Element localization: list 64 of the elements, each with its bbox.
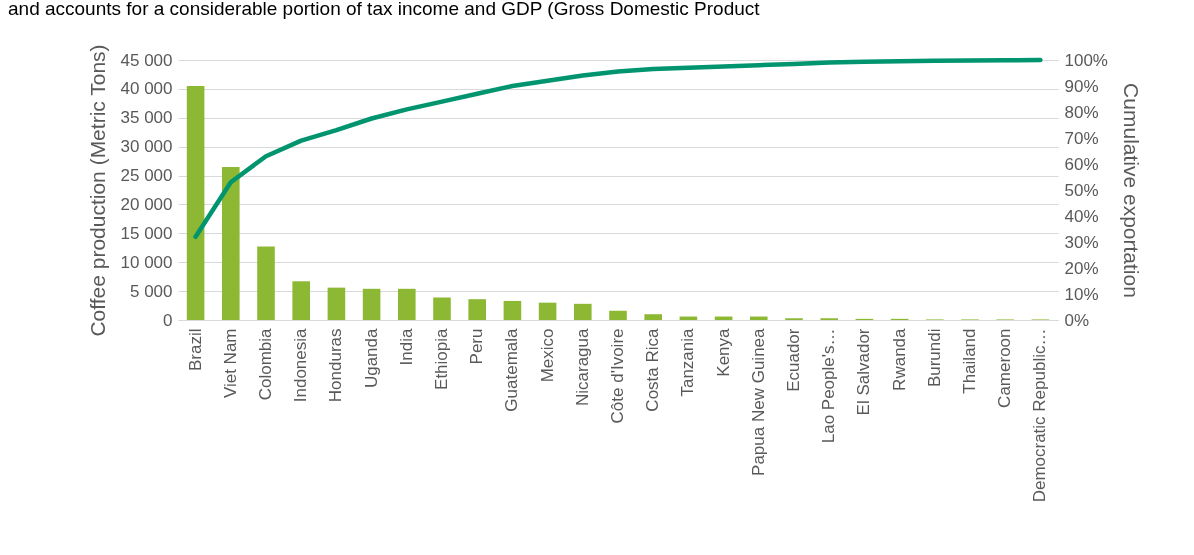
bar bbox=[433, 297, 451, 320]
x-tick-label: Tanzania bbox=[678, 327, 698, 397]
y-tick-label: 30 000 bbox=[120, 137, 173, 157]
y2-tick-label: 80% bbox=[1064, 102, 1099, 122]
x-tick-label: Côte d'Ivoire bbox=[608, 328, 627, 424]
bar bbox=[257, 246, 275, 320]
y-tick-label: 5 000 bbox=[129, 281, 173, 301]
y2-tick-label: 10% bbox=[1064, 284, 1099, 304]
bar bbox=[609, 310, 627, 320]
x-tick-label: Lao People's… bbox=[819, 328, 839, 444]
x-tick-label: Honduras bbox=[326, 328, 346, 403]
x-tick-label: El Salvador bbox=[854, 328, 874, 416]
y-tick-label: 0 bbox=[163, 310, 173, 330]
x-tick-label: Thailand bbox=[960, 328, 979, 394]
x-tick-label: Uganda bbox=[361, 327, 381, 389]
y2-tick-label: 70% bbox=[1064, 128, 1099, 148]
x-tick-label: Ecuador bbox=[784, 328, 803, 392]
y-tick-label: 10 000 bbox=[120, 252, 173, 272]
x-tick-label: Brazil bbox=[185, 328, 205, 372]
text: and accounts for a considerable portion of tax income and GDP (Gross Domestic Product bbox=[8, 0, 761, 19]
y2-tick-label: 50% bbox=[1064, 180, 1099, 200]
x-tick-label: Mexico bbox=[537, 328, 557, 383]
y-tick-label: 40 000 bbox=[120, 79, 173, 99]
y-tick-label: 20 000 bbox=[120, 194, 173, 214]
x-tick-label: Costa Rica bbox=[643, 327, 663, 412]
y2-axis-title: Cumulative exportation bbox=[1119, 83, 1143, 298]
bar bbox=[468, 299, 486, 320]
x-tick-label: Indonesia bbox=[291, 327, 311, 403]
y2-tick-label: 0% bbox=[1064, 310, 1090, 330]
bar bbox=[538, 302, 557, 320]
line-series bbox=[193, 57, 1043, 240]
x-tick-label: Peru bbox=[467, 328, 487, 365]
x-tick-label: Viet Nam bbox=[220, 328, 240, 399]
x-tick-label: Colombia bbox=[256, 327, 275, 401]
x-tick-label: Kenya bbox=[713, 327, 733, 377]
x-tick-label: Papua New Guinea bbox=[748, 327, 768, 476]
y-tick-label: 45 000 bbox=[120, 50, 173, 70]
x-tick-label: Cameroon bbox=[995, 328, 1015, 408]
x-tick-label: India bbox=[396, 327, 416, 366]
y-tick-label: 25 000 bbox=[120, 166, 173, 186]
y2-tick-label: 60% bbox=[1064, 154, 1099, 174]
bar bbox=[222, 166, 240, 320]
x-tick-label: Rwanda bbox=[889, 327, 909, 391]
x-tick-label: Guatemala bbox=[502, 327, 522, 412]
bar bbox=[186, 86, 205, 320]
x-tick-label: Nicaragua bbox=[572, 327, 592, 406]
y2-tick-label: 100% bbox=[1064, 50, 1108, 70]
y2-tick-label: 40% bbox=[1064, 206, 1099, 226]
bar bbox=[398, 288, 416, 320]
bar bbox=[503, 300, 522, 320]
bar bbox=[292, 281, 310, 320]
bar bbox=[574, 303, 592, 320]
y-tick-label: 15 000 bbox=[120, 223, 173, 243]
bar bbox=[327, 287, 346, 320]
y2-tick-label: 30% bbox=[1064, 232, 1099, 252]
x-tick-label: Democratic Republic… bbox=[1030, 328, 1050, 503]
y2-tick-label: 20% bbox=[1064, 258, 1099, 278]
bar bbox=[362, 288, 381, 320]
x-tick-label: Ethiopia bbox=[432, 327, 451, 390]
x-tick-label: Burundi bbox=[924, 328, 944, 388]
y-axis-title: Coffee production (Metric Tons) bbox=[85, 44, 109, 337]
y2-tick-label: 90% bbox=[1064, 76, 1099, 96]
y-tick-label: 35 000 bbox=[120, 108, 173, 128]
bar bbox=[644, 314, 662, 320]
